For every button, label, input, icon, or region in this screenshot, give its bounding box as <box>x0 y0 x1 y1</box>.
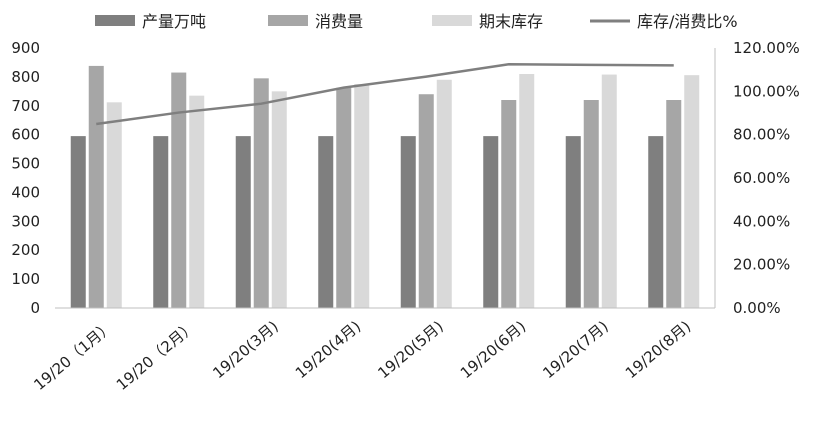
bar <box>483 136 499 308</box>
y-left-tick-label: 500 <box>11 155 40 173</box>
y-right-tick-label: 120.00% <box>733 39 800 57</box>
bar <box>400 136 416 308</box>
bar <box>106 102 122 308</box>
x-tick-label: 19/20(8月) <box>622 317 694 382</box>
x-tick-label: 19/20（2月） <box>113 317 199 394</box>
bar <box>88 65 104 309</box>
bar <box>519 74 535 308</box>
legend-swatch <box>95 15 135 26</box>
bar <box>354 84 370 308</box>
legend-label: 产量万吨 <box>142 12 206 31</box>
bar <box>153 136 169 308</box>
y-right-tick-label: 40.00% <box>733 212 790 230</box>
legend: 产量万吨 消费量 期末库存 库存/消费比% <box>95 12 738 31</box>
x-tick-label: 19/20(5月) <box>374 317 446 382</box>
legend-swatch <box>268 15 308 26</box>
y-left-tick-label: 900 <box>11 39 40 57</box>
bar <box>666 100 682 308</box>
legend-label: 消费量 <box>315 12 363 31</box>
right-axis: 0.00% 20.00% 40.00% 60.00% 80.00% 100.00% 120.… <box>714 39 800 317</box>
y-left-tick-label: 100 <box>11 270 40 288</box>
y-left-tick-label: 200 <box>11 241 40 259</box>
y-right-tick-label: 20.00% <box>733 256 790 274</box>
line-series <box>96 62 674 126</box>
y-right-tick-label: 100.00% <box>733 82 800 100</box>
bar <box>684 75 700 309</box>
x-axis: 19/20（1月）19/20（2月） 19/20(3月) 19/20(4月) 19/2… <box>30 307 715 394</box>
line-series-path <box>96 62 674 126</box>
bar <box>501 100 517 308</box>
bar <box>336 87 352 308</box>
bar <box>235 136 251 308</box>
y-left-tick-label: 600 <box>11 126 40 144</box>
x-tick-label: 19/20（1月） <box>30 317 116 394</box>
legend-swatch <box>432 15 472 26</box>
y-right-tick-label: 0.00% <box>733 299 781 317</box>
y-left-tick-label: 300 <box>11 212 40 230</box>
bar <box>253 78 269 308</box>
bar <box>583 100 599 308</box>
x-tick-label: 19/20(3月) <box>209 317 281 382</box>
bar <box>648 136 664 308</box>
legend-label: 期末库存 <box>479 12 543 31</box>
bar <box>318 136 334 308</box>
bar <box>171 72 187 308</box>
bar <box>70 136 86 308</box>
bar <box>189 95 205 309</box>
y-left-tick-label: 800 <box>11 68 40 86</box>
x-tick-label: 19/20(7月) <box>539 317 611 382</box>
bar <box>601 74 617 308</box>
x-tick-label: 19/20(4月) <box>292 317 364 382</box>
bars <box>70 65 700 309</box>
y-right-tick-label: 60.00% <box>733 169 790 187</box>
bar <box>436 79 452 309</box>
bar <box>271 91 287 308</box>
y-left-tick-label: 700 <box>11 97 40 115</box>
left-axis: 0 100 200 300 400 500 600 700 800 900 <box>11 39 40 317</box>
y-left-tick-label: 0 <box>30 299 40 317</box>
legend-label: 库存/消费比% <box>637 12 738 31</box>
y-left-tick-label: 400 <box>11 183 40 201</box>
bar <box>418 94 434 308</box>
bar <box>565 136 581 308</box>
y-right-tick-label: 80.00% <box>733 126 790 144</box>
x-tick-label: 19/20(6月) <box>457 317 529 382</box>
